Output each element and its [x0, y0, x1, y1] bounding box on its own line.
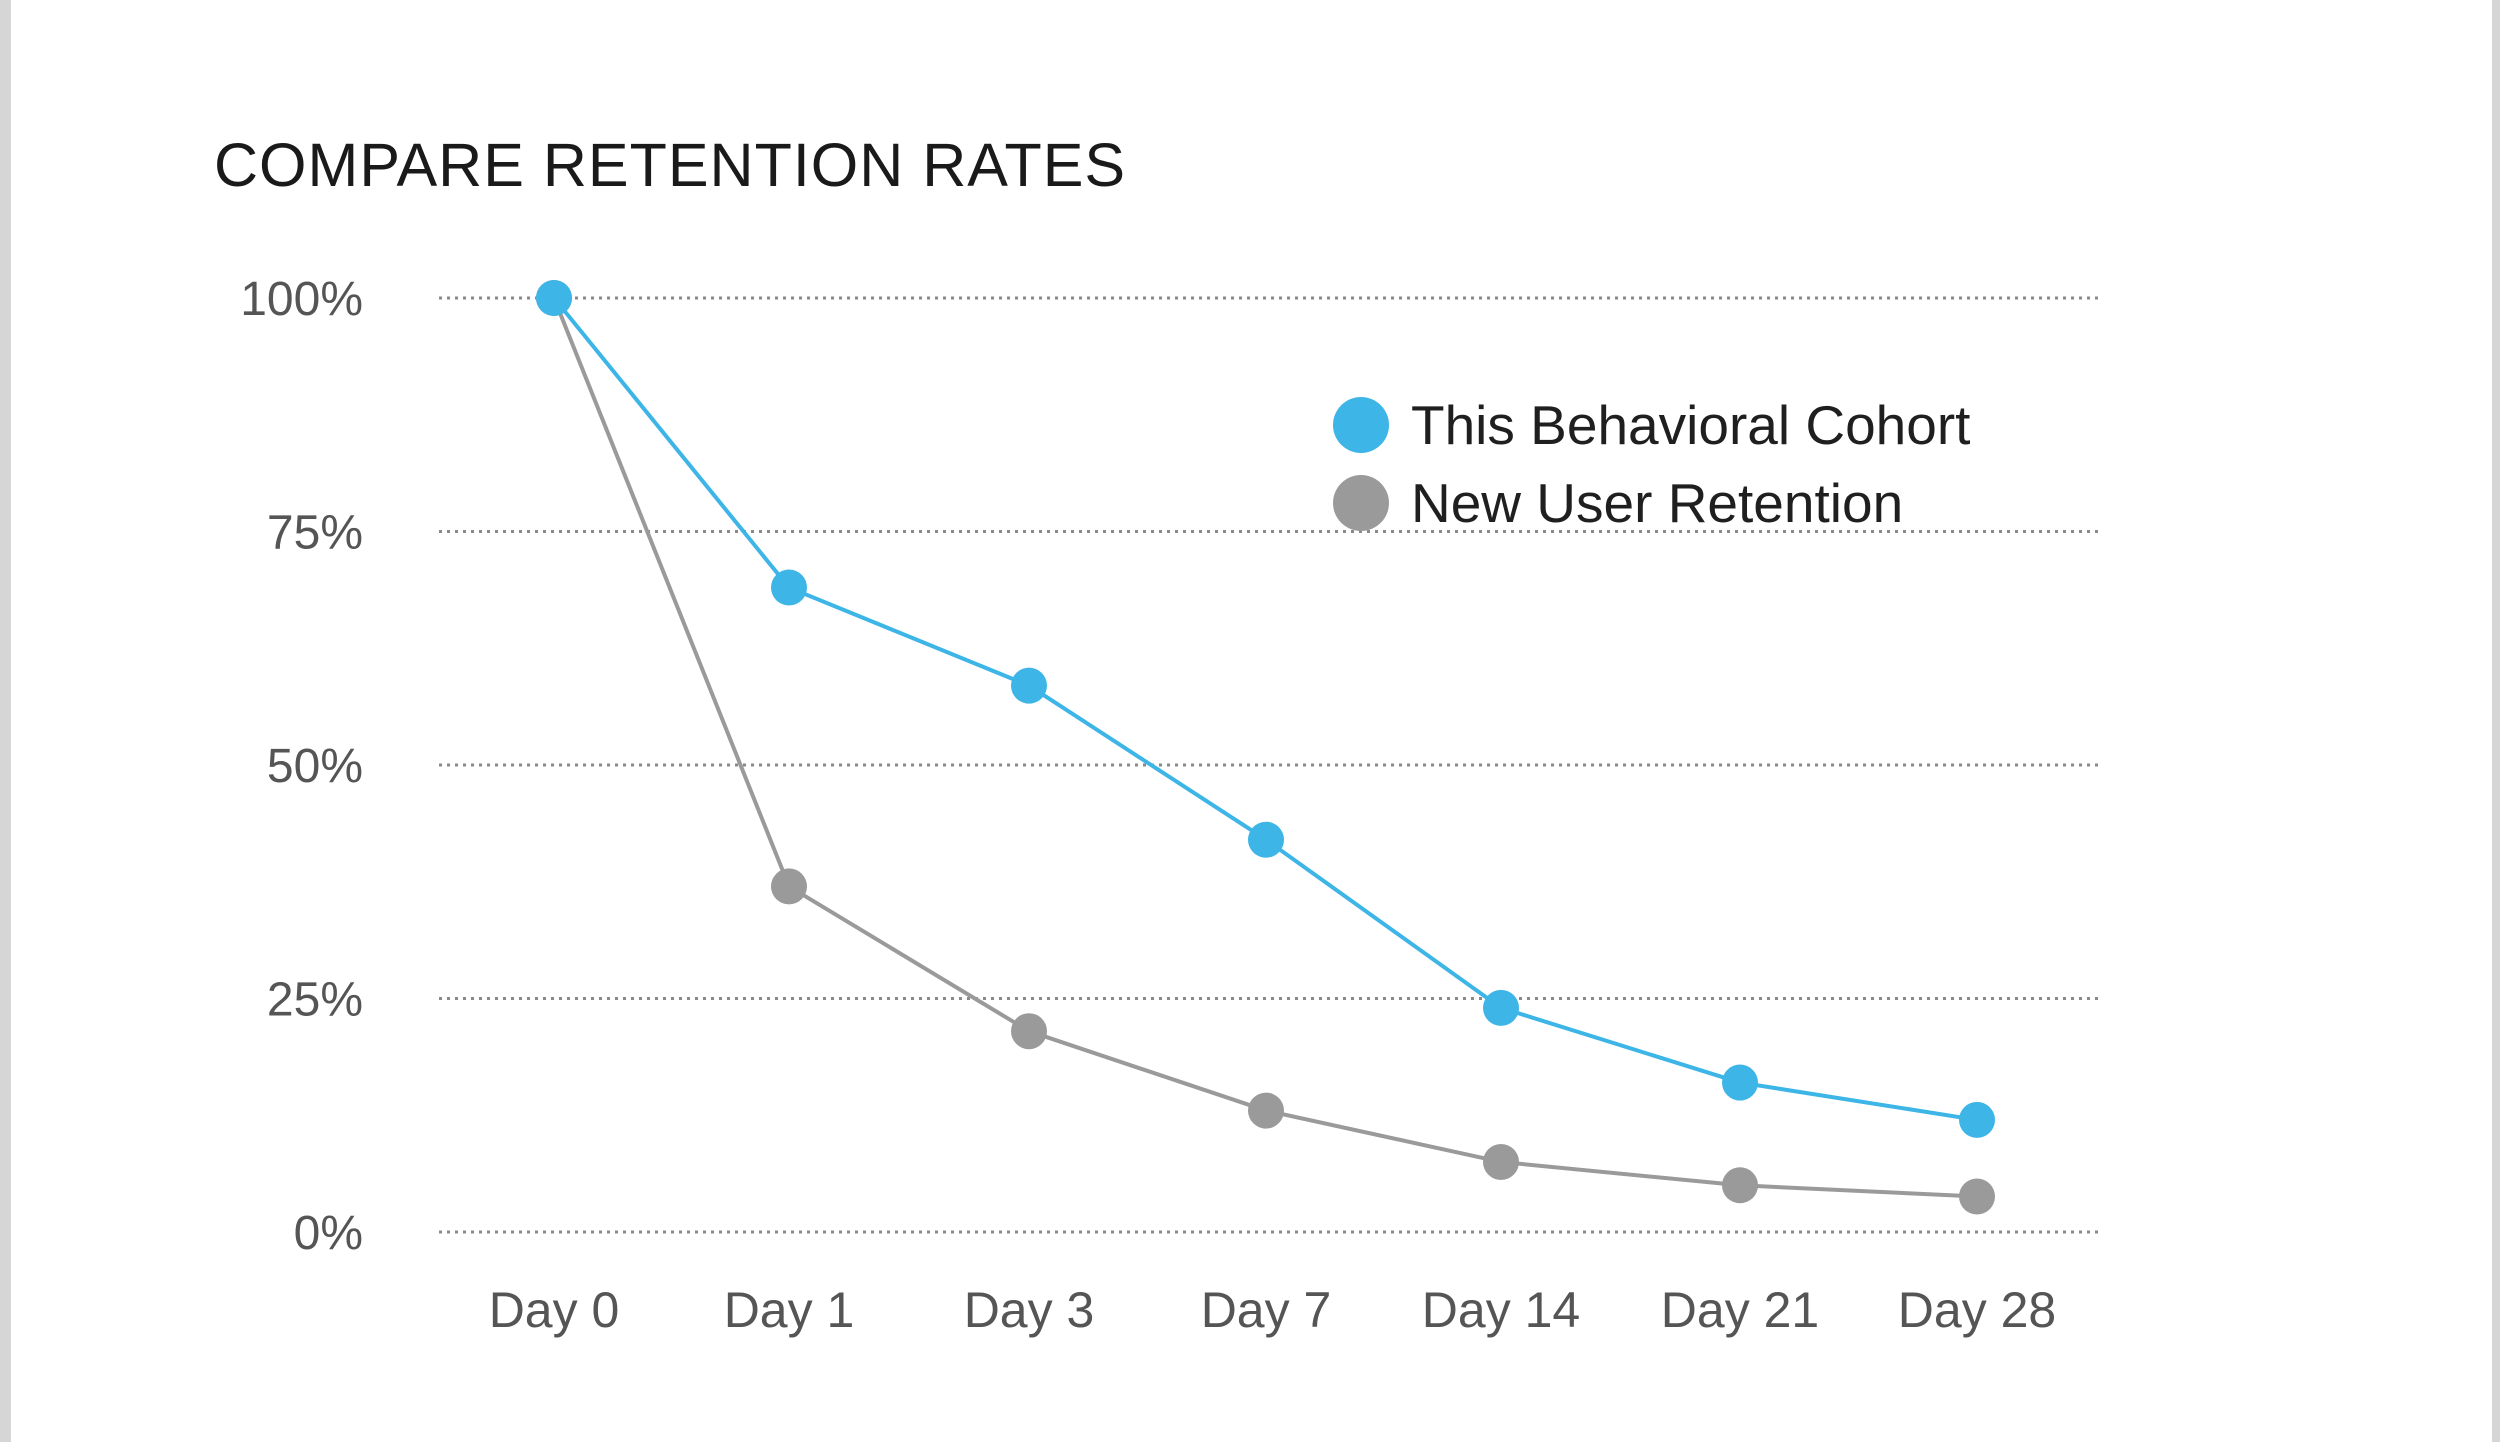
x-tick-label: Day 7 — [1201, 1282, 1332, 1338]
y-tick-label: 50% — [267, 740, 363, 793]
legend-marker — [1333, 397, 1389, 453]
legend-item: This Behavioral Cohort — [1333, 394, 1970, 456]
data-point — [1483, 989, 1519, 1026]
chart-title: COMPARE RETENTION RATES — [214, 131, 1127, 199]
y-tick-label: 100% — [240, 273, 363, 326]
retention-line-chart: 0% 25% 50% 75% 100% Day 0 Day 1 Day 3 Day 7 Day 1… — [240, 273, 2099, 1338]
data-point — [1248, 1092, 1284, 1129]
data-point — [1722, 1064, 1758, 1101]
data-point — [771, 868, 807, 905]
y-tick-label: 0% — [294, 1207, 363, 1260]
data-point — [1959, 1178, 1995, 1215]
data-point — [536, 280, 572, 316]
y-tick-label: 25% — [267, 974, 363, 1027]
x-tick-label: Day 21 — [1661, 1282, 1819, 1338]
x-tick-label: Day 14 — [1422, 1282, 1580, 1338]
data-point — [1959, 1101, 1995, 1138]
data-point — [1011, 1013, 1047, 1050]
data-point — [1248, 821, 1284, 858]
series — [536, 280, 1995, 1138]
data-point — [1483, 1143, 1519, 1180]
y-tick-label: 75% — [267, 507, 363, 560]
data-point — [1722, 1167, 1758, 1204]
x-tick-label: Day 0 — [489, 1282, 620, 1338]
legend-label: New User Retention — [1411, 472, 1903, 534]
legend-marker — [1333, 475, 1389, 531]
data-point — [771, 569, 807, 606]
x-tick-label: Day 28 — [1898, 1282, 2056, 1338]
legend-item: New User Retention — [1333, 472, 1903, 534]
data-point — [1011, 667, 1047, 704]
x-tick-label: Day 1 — [724, 1282, 855, 1338]
legend-label: This Behavioral Cohort — [1411, 394, 1970, 456]
x-tick-label: Day 3 — [964, 1282, 1095, 1338]
